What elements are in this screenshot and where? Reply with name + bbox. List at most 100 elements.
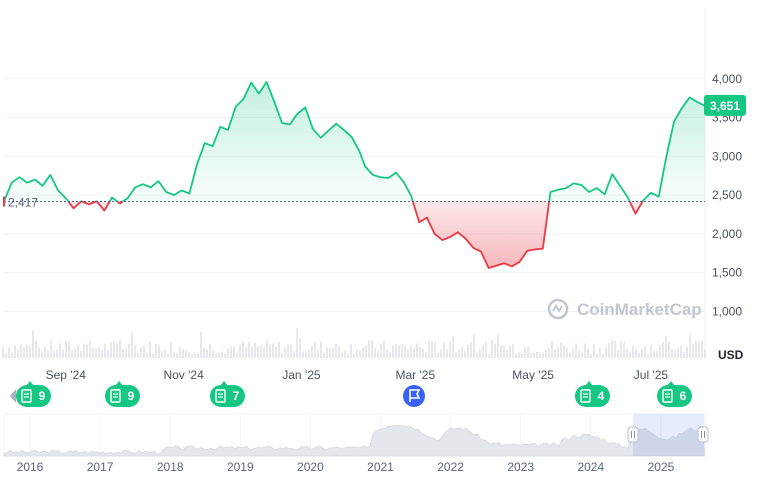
volume-bar (560, 343, 562, 358)
y-tick-label: 3,000 (712, 149, 742, 163)
volume-bar (158, 344, 160, 358)
volume-bar (29, 346, 31, 358)
badge-bg (16, 385, 51, 407)
volume-bar (425, 352, 427, 358)
volume-bar (260, 345, 262, 358)
event-markers[interactable]: 9 9 7 4 6 (10, 381, 692, 407)
price-line-down (412, 201, 551, 269)
volume-bar (359, 350, 361, 358)
volume-bar (545, 349, 547, 358)
volume-bar (596, 353, 598, 358)
volume-bar (95, 347, 97, 358)
volume-bars (2, 328, 706, 358)
volume-bar (389, 351, 391, 358)
volume-bar (644, 346, 646, 358)
volume-bar (47, 350, 49, 358)
volume-bar (284, 347, 286, 358)
volume-bar (293, 351, 295, 358)
volume-bar (386, 349, 388, 358)
volume-bar (656, 350, 658, 358)
volume-bar (245, 347, 247, 358)
volume-bar (161, 350, 163, 358)
news-event-badge[interactable]: 9 (105, 381, 140, 407)
navigator-year-label: 2022 (437, 460, 464, 474)
event-count-label: 4 (598, 389, 605, 403)
volume-bar (290, 344, 292, 358)
badge-pointer (115, 381, 123, 386)
volume-bar (203, 347, 205, 358)
volume-bar (371, 340, 373, 358)
volume-bar (239, 344, 241, 358)
price-line-down (67, 200, 82, 210)
volume-bar (611, 340, 613, 358)
volume-bar (35, 340, 37, 358)
volume-bar (488, 353, 490, 358)
volume-bar (683, 352, 685, 358)
navigator-year-label: 2025 (648, 460, 675, 474)
volume-bar (584, 343, 586, 358)
price-line-down (81, 200, 97, 206)
range-navigator[interactable]: 2016 2017 2018 2019 2020 2021 2022 2023 2024 2025 (3, 413, 709, 474)
volume-bar (392, 345, 394, 358)
volume-bar (323, 352, 325, 358)
price-line-up (122, 81, 414, 203)
volume-bar (341, 352, 343, 358)
volume-bar (188, 352, 190, 358)
navigator-year-label: 2019 (227, 460, 254, 474)
volume-bar (401, 344, 403, 358)
volume-bar (575, 343, 577, 358)
volume-bar (590, 353, 592, 358)
volume-bar (686, 347, 688, 358)
volume-bar (587, 348, 589, 358)
price-line-down (96, 200, 111, 212)
volume-bar (632, 345, 634, 358)
volume-bar (344, 350, 346, 358)
volume-bar (509, 345, 511, 358)
volume-bar (56, 349, 58, 358)
volume-bar (92, 347, 94, 358)
event-count-label: 9 (128, 389, 135, 403)
volume-bar (287, 344, 289, 358)
volume-bar (491, 340, 493, 358)
volume-bar (179, 347, 181, 358)
volume-bar (65, 341, 67, 358)
volume-bar (44, 346, 46, 358)
volume-bar (128, 343, 130, 358)
news-event-badge[interactable]: 9 (16, 381, 51, 407)
volume-bar (701, 341, 703, 358)
volume-bar (665, 335, 667, 358)
volume-bar (170, 342, 172, 358)
volume-bar (131, 332, 133, 358)
volume-bar (236, 352, 238, 358)
event-count-label: 9 (39, 389, 46, 403)
news-event-badge[interactable]: 4 (575, 381, 610, 407)
x-axis: Sep '24 Nov '24 Jan '25 Mar '25 May '25 Jul '… (46, 368, 669, 382)
volume-bar (338, 346, 340, 358)
volume-bar (101, 350, 103, 358)
navigator-year-label: 2020 (297, 460, 324, 474)
baseline-marker (3, 196, 5, 207)
volume-bar (263, 347, 265, 358)
area-above-baseline (4, 174, 69, 202)
volume-bar (641, 348, 643, 358)
volume-bar (26, 344, 28, 358)
volume-bar (581, 352, 583, 358)
volume-bar (14, 345, 16, 358)
volume-bar (650, 345, 652, 358)
volume-bar (11, 352, 13, 358)
navigator-year-label: 2017 (87, 460, 114, 474)
news-event-badge[interactable]: 7 (210, 381, 245, 407)
volume-bar (299, 338, 301, 358)
price-line-down (628, 201, 644, 215)
volume-bar (377, 351, 379, 358)
volume-bar (494, 343, 496, 358)
volume-bar (122, 348, 124, 358)
volume-bar (59, 343, 61, 358)
volume-bar (215, 352, 217, 358)
volume-bar (356, 350, 358, 358)
volume-bar (272, 343, 274, 358)
volume-bar (515, 353, 517, 358)
news-event-badge[interactable]: 6 (657, 381, 692, 407)
